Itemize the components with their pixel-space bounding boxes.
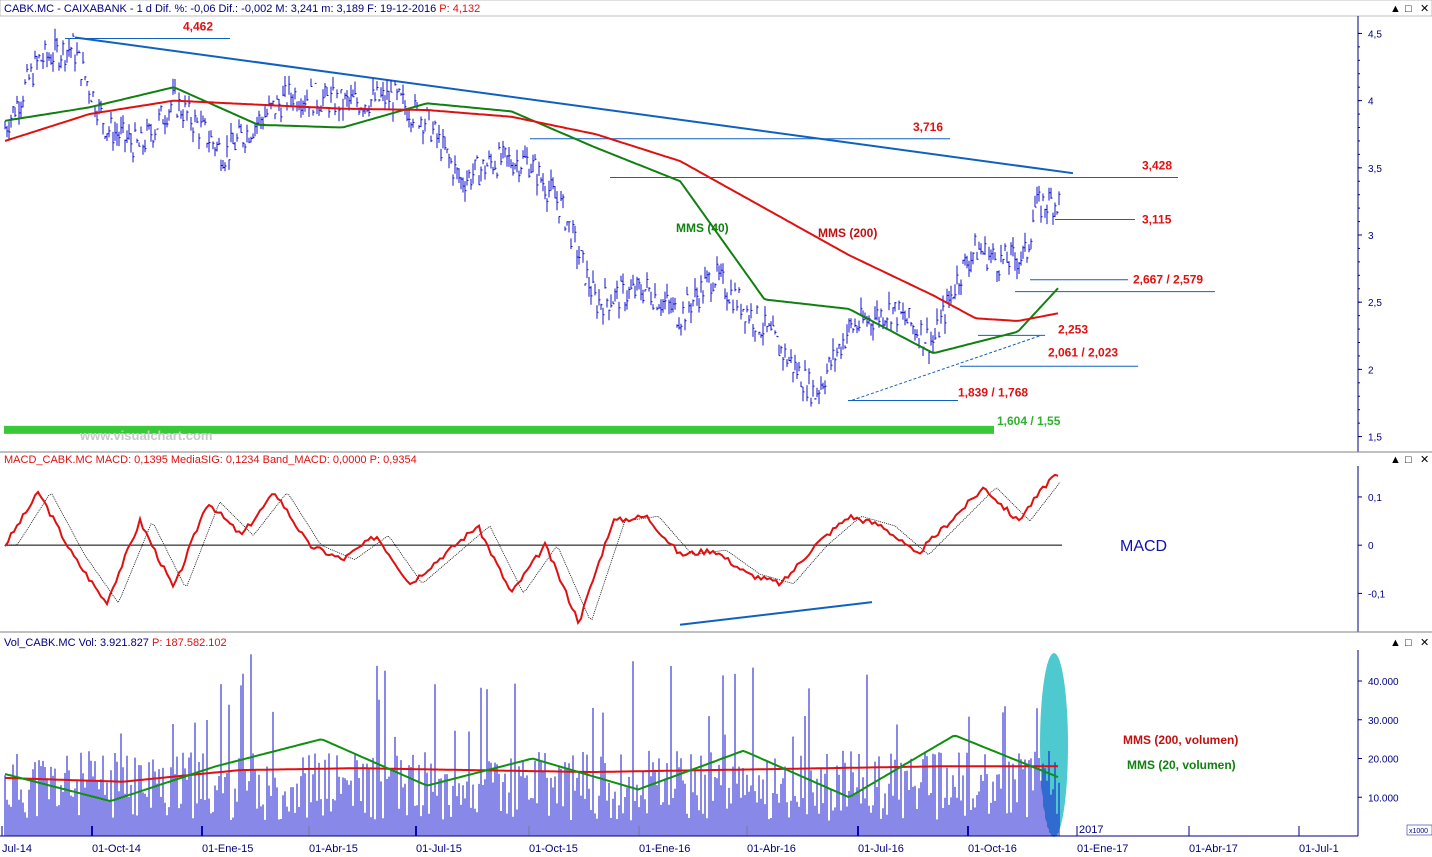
mms200-annotation: MMS (200) xyxy=(818,226,877,240)
level-label: 3,716 xyxy=(913,120,943,134)
macd-line xyxy=(4,473,1059,626)
price-bars xyxy=(4,28,1061,407)
mms40-annotation: MMS (40) xyxy=(676,221,729,235)
x-tick-label: 01-Ene-15 xyxy=(202,843,253,855)
vol-ma200-line xyxy=(4,765,1058,783)
x-tick-label: 01-Ene-16 xyxy=(639,843,690,855)
x-tick-label: 01-Abr-17 xyxy=(1189,843,1238,855)
x-tick-label: 01-Oct-15 xyxy=(529,843,578,855)
volume-unit-label: x1000 xyxy=(1409,828,1428,835)
macd-signal-line xyxy=(7,482,1061,621)
x-tick-label: 01-Oct-16 xyxy=(968,843,1017,855)
volume-y-axis: 40.000 30.000 20.000 10.000 xyxy=(1358,677,1399,804)
price-y-tick-label: 2,5 xyxy=(1368,298,1382,309)
volume-header-p: P: 187.582.102 xyxy=(152,637,227,649)
macd-y-axis: 0,1 0 -0,1 xyxy=(1358,493,1386,600)
price-plot-area: 4,462 3,716 3,428 3,115 2,667 / 2,579 2,253 2,… xyxy=(4,20,1215,434)
price-header-p: P: 4,132 xyxy=(439,3,480,15)
price-maximize-icon[interactable]: □ xyxy=(1405,3,1412,15)
level-label: 2,253 xyxy=(1058,322,1088,336)
price-y-axis: 4,5 4 3,5 3 2,5 2 1,5 xyxy=(1358,29,1382,444)
mms200-line xyxy=(4,99,1059,322)
x-axis: Jul-14 01-Oct-14 01-Ene-15 01-Abr-15 01-Jul-… xyxy=(0,826,1358,855)
long-term-trendline xyxy=(74,36,1074,175)
macd-header-p: P: 0,9354 xyxy=(370,454,417,466)
x-tick-label: 01-Ene-17 xyxy=(1077,843,1128,855)
level-label: 4,462 xyxy=(183,20,213,34)
macd-window-controls[interactable]: ▲ □ ✕ xyxy=(1390,454,1429,466)
price-close-icon[interactable]: ✕ xyxy=(1420,3,1429,15)
x-tick-label: 01-Jul-15 xyxy=(416,843,462,855)
x-tick-label: 01-Abr-15 xyxy=(309,843,358,855)
macd-maximize-icon[interactable]: □ xyxy=(1405,454,1412,466)
vol-ma20-annotation: MMS (20, volumen) xyxy=(1127,758,1236,772)
price-header-prefix: CABK.MC - CAIXABANK - 1 d xyxy=(4,3,155,15)
price-panel: CABK.MC - CAIXABANK - 1 d Dif. %: -0,06 … xyxy=(0,0,1432,452)
macd-plot-area xyxy=(4,473,1062,626)
level-label: 3,428 xyxy=(1142,158,1172,172)
price-y-tick-label: 2 xyxy=(1368,365,1374,376)
volume-plot-area: MMS (200, volumen) MMS (20, volumen) xyxy=(4,653,1238,837)
volume-scroll-up-icon[interactable]: ▲ xyxy=(1390,637,1401,649)
volume-window-controls[interactable]: ▲ □ ✕ xyxy=(1390,637,1429,649)
level-label: 2,667 / 2,579 xyxy=(1133,273,1203,287)
macd-header-prefix: MACD_CABK.MC MACD: 0,1395 MediaSIG: 0,12… xyxy=(4,454,370,466)
volume-y-tick-label: 30.000 xyxy=(1368,716,1399,727)
level-label: 1,604 / 1,55 xyxy=(997,414,1061,428)
x-tick-label: 01-Oct-14 xyxy=(92,843,141,855)
macd-y-tick-label: 0 xyxy=(1368,541,1374,552)
vol-ma200-annotation: MMS (200, volumen) xyxy=(1123,733,1238,747)
vol-ma20-line xyxy=(4,734,1059,803)
price-header-values: Dif. %: -0,06 Dif.: -0,002 M: 3,241 m: 3… xyxy=(155,3,439,15)
x-tick-label: 01-Abr-16 xyxy=(747,843,796,855)
x-tick-label: 01-Jul-1 xyxy=(1299,843,1339,855)
price-scroll-up-icon[interactable]: ▲ xyxy=(1390,3,1401,15)
volume-header-prefix: Vol_CABK.MC Vol: 3.921.827 xyxy=(4,637,152,649)
volume-maximize-icon[interactable]: □ xyxy=(1405,637,1412,649)
volume-close-icon[interactable]: ✕ xyxy=(1420,637,1429,649)
macd-y-tick-label: 0,1 xyxy=(1368,493,1382,504)
volume-y-tick-label: 20.000 xyxy=(1368,755,1399,766)
level-label: 2,061 / 2,023 xyxy=(1048,345,1118,359)
volume-highlight xyxy=(1040,653,1068,837)
macd-label: MACD xyxy=(1120,538,1167,555)
price-window-controls[interactable]: ▲ ✕ □ xyxy=(1390,3,1429,15)
x-tick-label: Jul-14 xyxy=(2,843,32,855)
rising-support-trendline xyxy=(851,335,1041,401)
volume-bars xyxy=(4,654,1060,836)
macd-scroll-up-icon[interactable]: ▲ xyxy=(1390,454,1401,466)
volume-header: Vol_CABK.MC Vol: 3.921.827 P: 187.582.10… xyxy=(4,637,227,649)
price-y-tick-label: 3 xyxy=(1368,231,1374,242)
macd-close-icon[interactable]: ✕ xyxy=(1420,454,1429,466)
macd-header: MACD_CABK.MC MACD: 0,1395 MediaSIG: 0,12… xyxy=(4,454,417,466)
price-header: CABK.MC - CAIXABANK - 1 d Dif. %: -0,06 … xyxy=(4,3,480,15)
macd-divergence-line xyxy=(679,601,873,626)
price-y-tick-label: 4 xyxy=(1368,97,1374,108)
price-y-tick-label: 4,5 xyxy=(1368,29,1382,40)
watermark: www.visualchart.com xyxy=(79,428,212,443)
price-y-tick-label: 3,5 xyxy=(1368,164,1382,175)
x-tick-label: 01-Jul-16 xyxy=(858,843,904,855)
level-label: 3,115 xyxy=(1142,213,1172,227)
macd-panel: MACD_CABK.MC MACD: 0,1395 MediaSIG: 0,12… xyxy=(0,451,1432,632)
macd-y-tick-label: -0,1 xyxy=(1368,589,1386,600)
volume-inset-year: 2017 xyxy=(1079,824,1103,836)
support-band xyxy=(4,425,994,434)
volume-y-tick-label: 40.000 xyxy=(1368,677,1399,688)
volume-panel: Vol_CABK.MC Vol: 3.921.827 P: 187.582.10… xyxy=(0,631,1432,837)
price-bar-series xyxy=(4,28,1061,407)
price-y-tick-label: 1,5 xyxy=(1368,433,1382,444)
mms40-line xyxy=(4,86,1059,354)
level-label: 1,839 / 1,768 xyxy=(958,386,1028,400)
volume-y-tick-label: 10.000 xyxy=(1368,793,1399,804)
